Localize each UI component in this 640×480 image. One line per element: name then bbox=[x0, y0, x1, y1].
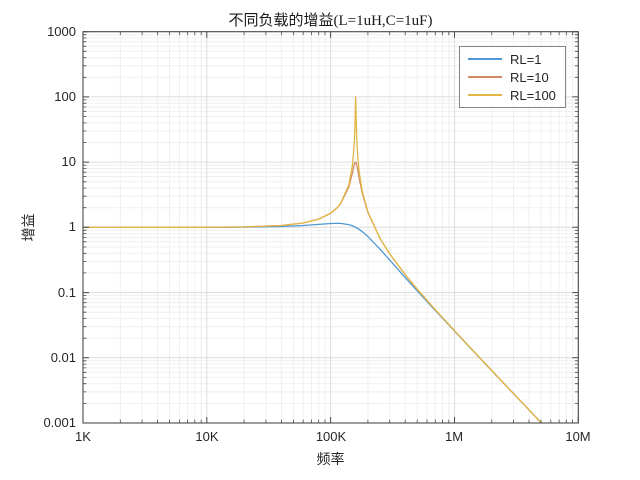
chart-title: 不同负载的增益(L=1uH,C=1uF) bbox=[228, 13, 433, 29]
y-tick-label: 0.001 bbox=[43, 415, 76, 430]
legend-label: RL=100 bbox=[510, 87, 556, 103]
y-tick-label: 10 bbox=[61, 154, 76, 169]
legend-item: RL=1 bbox=[460, 50, 565, 68]
legend-label: RL=10 bbox=[510, 69, 549, 85]
legend-item: RL=100 bbox=[460, 86, 565, 104]
legend-item: RL=10 bbox=[460, 68, 565, 86]
y-tick-label: 0.1 bbox=[57, 285, 76, 300]
y-tick-label: 1 bbox=[68, 219, 76, 234]
legend: RL=1 RL=10 RL=100 bbox=[459, 46, 566, 108]
y-axis-label: 增益 bbox=[22, 213, 38, 242]
legend-line-swatch bbox=[468, 58, 502, 60]
legend-line-swatch bbox=[468, 94, 502, 96]
x-tick-label: 100K bbox=[315, 429, 347, 444]
x-axis-label: 频率 bbox=[316, 453, 345, 468]
y-tick-label: 100 bbox=[54, 89, 76, 104]
y-tick-label: 1000 bbox=[47, 24, 76, 39]
x-tick-label: 1M bbox=[444, 429, 464, 444]
x-tick-label: 1K bbox=[75, 429, 91, 444]
x-tick-label: 10K bbox=[195, 429, 219, 444]
legend-line-swatch bbox=[468, 76, 502, 78]
y-tick-label: 0.01 bbox=[50, 350, 76, 365]
legend-label: RL=1 bbox=[510, 51, 542, 67]
x-tick-label: 10M bbox=[565, 429, 591, 444]
